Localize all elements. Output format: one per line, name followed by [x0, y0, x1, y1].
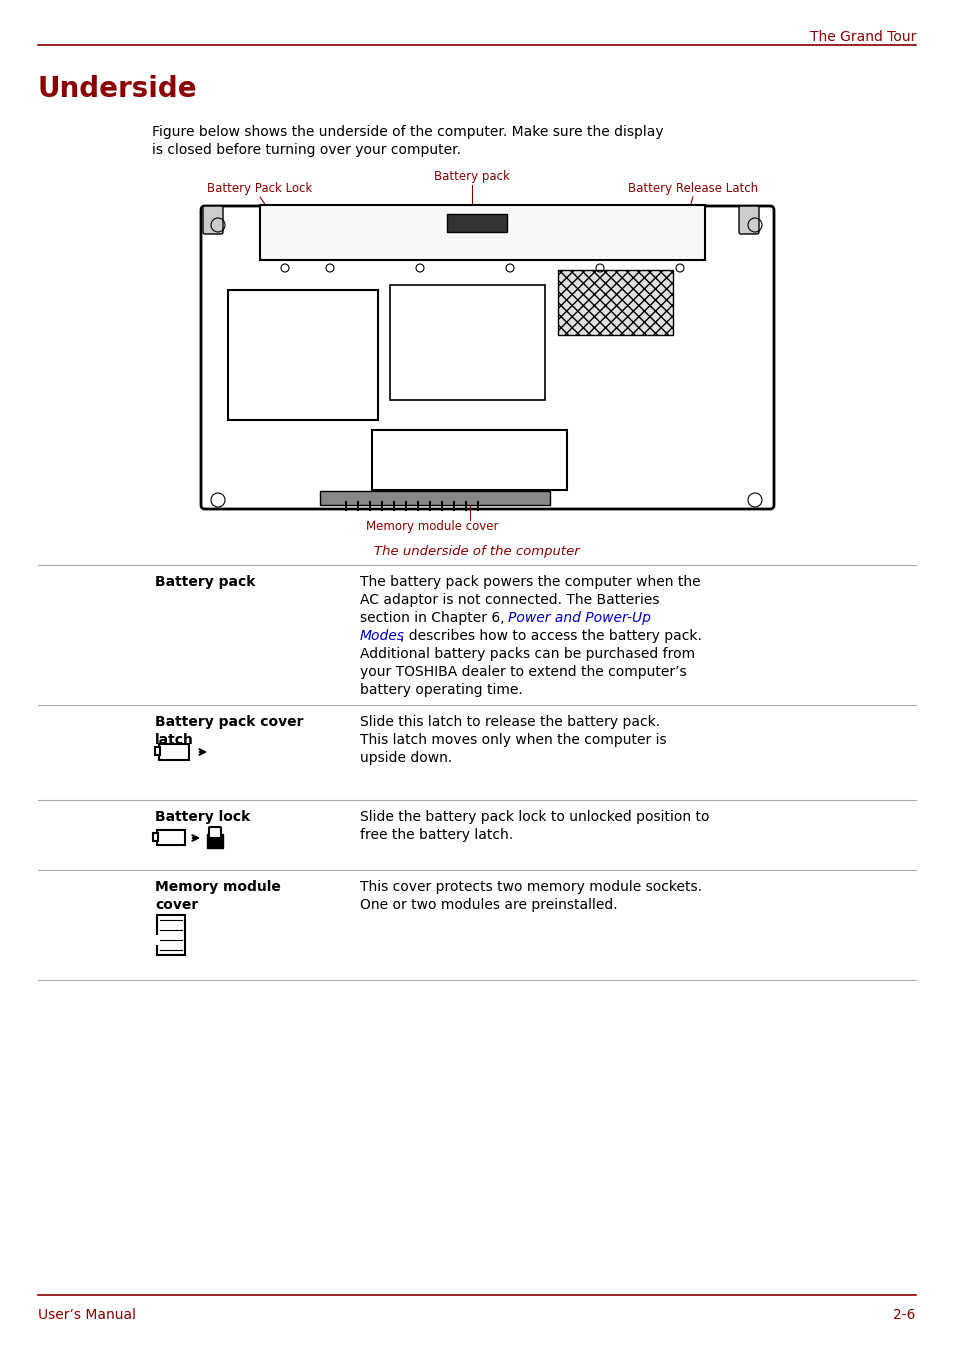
Text: This latch moves only when the computer is: This latch moves only when the computer … [359, 734, 666, 747]
Bar [447, 213, 506, 232]
Text: AC adaptor is not connected. The Batteries: AC adaptor is not connected. The Batteri… [359, 593, 659, 607]
Text: Figure below shows the underside of the computer. Make sure the display: Figure below shows the underside of the … [152, 126, 663, 139]
Text: cover: cover [154, 898, 198, 912]
Bar [260, 205, 704, 259]
Text: Power and Power-Up: Power and Power-Up [507, 611, 650, 626]
Bar [558, 270, 672, 335]
Text: Battery Release Latch: Battery Release Latch [627, 182, 758, 195]
Text: Modes: Modes [359, 630, 405, 643]
Text: Slide the battery pack lock to unlocked position to: Slide the battery pack lock to unlocked … [359, 811, 709, 824]
FancyBboxPatch shape [209, 827, 221, 838]
Bar [152, 834, 158, 842]
Text: Battery Pack Lock: Battery Pack Lock [207, 182, 313, 195]
Text: section in Chapter 6,: section in Chapter 6, [359, 611, 509, 626]
Bar [372, 430, 566, 490]
Text: Underside: Underside [38, 76, 197, 103]
Text: , describes how to access the battery pack.: , describes how to access the battery pa… [399, 630, 701, 643]
Bar [228, 290, 377, 420]
FancyBboxPatch shape [739, 205, 759, 234]
Text: This cover protects two memory module sockets.: This cover protects two memory module so… [359, 880, 701, 894]
Text: The battery pack powers the computer when the: The battery pack powers the computer whe… [359, 576, 700, 589]
Text: Memory module: Memory module [154, 880, 280, 894]
Text: Additional battery packs can be purchased from: Additional battery packs can be purchase… [359, 647, 695, 661]
Text: free the battery latch.: free the battery latch. [359, 828, 513, 842]
Bar [390, 285, 544, 400]
Text: The underside of the computer: The underside of the computer [374, 544, 579, 558]
Text: is closed before turning over your computer.: is closed before turning over your compu… [152, 143, 460, 157]
Text: Battery pack: Battery pack [434, 170, 510, 182]
Text: latch: latch [154, 734, 193, 747]
Text: One or two modules are preinstalled.: One or two modules are preinstalled. [359, 898, 617, 912]
Text: Battery pack cover: Battery pack cover [154, 715, 303, 730]
FancyBboxPatch shape [203, 205, 223, 234]
Bar [157, 915, 185, 955]
Bar [159, 744, 189, 761]
FancyBboxPatch shape [201, 205, 773, 509]
Text: Battery pack: Battery pack [154, 576, 255, 589]
Text: Slide this latch to release the battery pack.: Slide this latch to release the battery … [359, 715, 659, 730]
Bar [207, 834, 223, 848]
Bar [154, 747, 160, 755]
Text: The Grand Tour: The Grand Tour [809, 30, 915, 45]
Text: your TOSHIBA dealer to extend the computer’s: your TOSHIBA dealer to extend the comput… [359, 665, 686, 680]
Bar [157, 830, 185, 844]
Text: User’s Manual: User’s Manual [38, 1308, 136, 1323]
Bar [154, 935, 159, 944]
Bar [319, 490, 550, 505]
Text: 2-6: 2-6 [893, 1308, 915, 1323]
Text: upside down.: upside down. [359, 751, 452, 765]
Text: battery operating time.: battery operating time. [359, 684, 522, 697]
Text: Memory module cover: Memory module cover [365, 520, 497, 534]
Text: Battery lock: Battery lock [154, 811, 250, 824]
